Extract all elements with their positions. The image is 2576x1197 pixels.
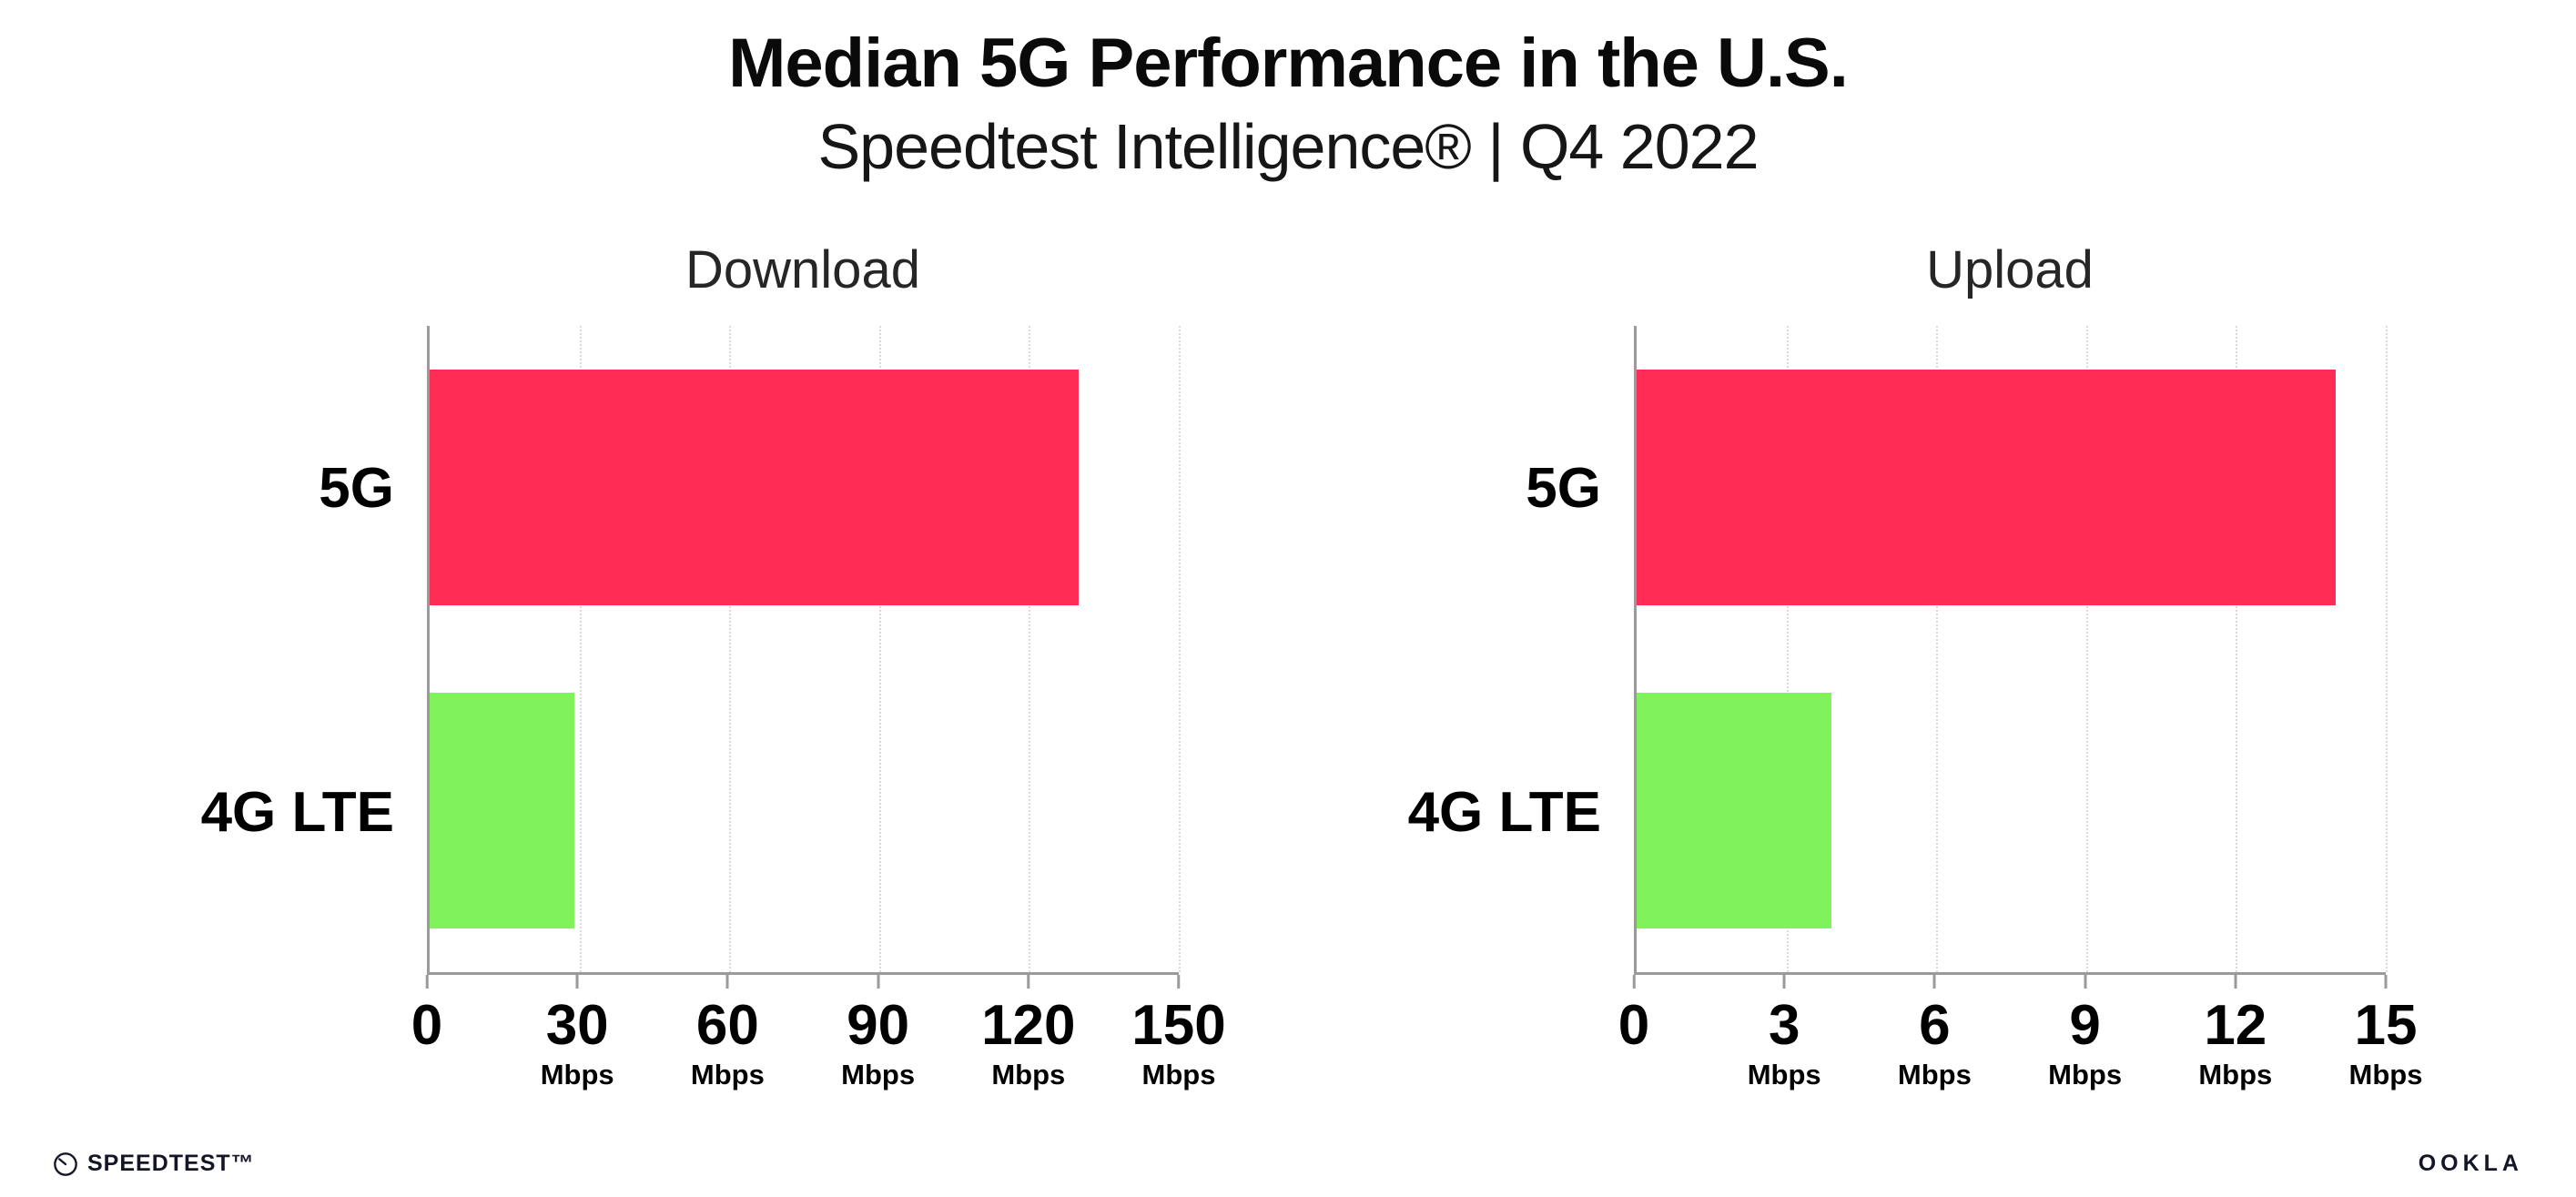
speedtest-gauge-icon xyxy=(53,1151,78,1177)
tick-unit: Mbps xyxy=(2348,1059,2423,1091)
tick-mark xyxy=(2384,975,2388,989)
footer: SPEEDTEST™ OOKLA xyxy=(0,1151,2576,1177)
x-axis: 0 30 Mbps 60 Mbps 90 Mbps 120 Mbps 150 Mbps xyxy=(411,975,1226,1121)
tick-value: 9 xyxy=(2069,994,2101,1057)
page-title: Median 5G Performance in the U.S. xyxy=(728,25,1849,102)
tick-value: 3 xyxy=(1768,994,1800,1057)
bar-rows xyxy=(430,326,1179,972)
tick-value: 60 xyxy=(695,994,759,1057)
tick-unit: Mbps xyxy=(991,1059,1066,1091)
chart-body: 5G 4G LTE xyxy=(1397,326,2388,975)
x-tick: 0 xyxy=(1618,975,1649,1055)
bar-row xyxy=(430,326,1179,649)
bar-4g-lte xyxy=(430,692,575,929)
ookla-logo: OOKLA xyxy=(2418,1151,2523,1176)
tick-value: 0 xyxy=(1618,994,1650,1057)
tick-value: 150 xyxy=(1131,994,1226,1057)
gridline xyxy=(2236,326,2238,972)
gridline xyxy=(2085,326,2088,972)
speedtest-label: SPEEDTEST™ xyxy=(87,1151,255,1176)
plot-area xyxy=(1634,326,2388,975)
chart-title: Upload xyxy=(1926,240,2094,299)
gridline xyxy=(878,326,881,972)
category-label-5g: 5G xyxy=(319,456,394,520)
x-tick: 3 Mbps xyxy=(1748,975,1821,1089)
chart-title: Download xyxy=(685,240,920,299)
y-axis-labels: 5G 4G LTE xyxy=(190,326,427,975)
gridline xyxy=(1936,326,1939,972)
download-chart: Download 5G 4G LTE 0 30 Mbps 60 Mbps 90 Mbps 120… xyxy=(190,239,1226,1121)
tick-unit: Mbps xyxy=(841,1059,916,1091)
tick-unit: Mbps xyxy=(2048,1059,2123,1091)
x-tick: 150 Mbps xyxy=(1131,975,1226,1091)
tick-unit: Mbps xyxy=(540,1059,614,1091)
bar-rows xyxy=(1637,326,2386,972)
gridline xyxy=(729,326,732,972)
gridline xyxy=(2386,326,2388,972)
tick-mark xyxy=(1027,975,1030,989)
gridline xyxy=(1786,326,1789,972)
tick-value: 12 xyxy=(2204,994,2267,1057)
tick-unit: Mbps xyxy=(1897,1059,1972,1091)
plot-area xyxy=(427,326,1181,975)
bar-5g xyxy=(1637,369,2337,606)
charts-container: Download 5G 4G LTE 0 30 Mbps 60 Mbps 90 Mbps 120… xyxy=(0,239,2576,1121)
bar-row xyxy=(1637,326,2386,649)
bar-row xyxy=(430,649,1179,972)
category-label-4g-lte: 4G LTE xyxy=(200,781,394,845)
page-subtitle: Speedtest Intelligence® | Q4 2022 xyxy=(817,111,1759,182)
tick-mark xyxy=(877,975,880,989)
bar-4g-lte xyxy=(1637,692,1831,929)
x-tick: 120 Mbps xyxy=(981,975,1076,1091)
tick-value: 30 xyxy=(545,994,609,1057)
bar-row xyxy=(1637,649,2386,972)
x-axis: 0 3 Mbps 6 Mbps 9 Mbps 12 Mbps 15 Mbps xyxy=(1618,975,2422,1121)
tick-value: 6 xyxy=(1919,994,1951,1057)
tick-mark xyxy=(2084,975,2087,989)
tick-unit: Mbps xyxy=(2198,1059,2273,1091)
gridline xyxy=(1179,326,1181,972)
bar-5g xyxy=(430,369,1080,606)
y-axis-labels: 5G 4G LTE xyxy=(1397,326,1634,975)
gridline xyxy=(579,326,582,972)
tick-mark xyxy=(575,975,579,989)
tick-mark xyxy=(2234,975,2237,989)
x-tick: 15 Mbps xyxy=(2348,975,2423,1091)
gridline xyxy=(1029,326,1031,972)
speedtest-logo: SPEEDTEST™ xyxy=(53,1151,255,1177)
upload-chart: Upload 5G 4G LTE 0 3 Mbps 6 Mbps 9 Mbps 12 Mbps 15… xyxy=(1397,239,2423,1121)
tick-unit: Mbps xyxy=(690,1059,765,1091)
x-tick: 6 Mbps xyxy=(1898,975,1972,1089)
chart-body: 5G 4G LTE xyxy=(190,326,1181,975)
tick-value: 15 xyxy=(2354,994,2418,1057)
tick-mark xyxy=(425,975,429,989)
tick-mark xyxy=(725,975,729,989)
tick-value: 0 xyxy=(411,994,443,1057)
tick-unit: Mbps xyxy=(1141,1059,1216,1091)
x-tick: 60 Mbps xyxy=(691,975,765,1089)
header: Median 5G Performance in the U.S. Speedt… xyxy=(0,0,2576,183)
tick-unit: Mbps xyxy=(1747,1059,1821,1091)
tick-mark xyxy=(1932,975,1936,989)
x-tick: 0 xyxy=(411,975,442,1055)
x-tick: 12 Mbps xyxy=(2198,975,2272,1089)
category-label-5g: 5G xyxy=(1526,456,1601,520)
tick-mark xyxy=(1177,975,1181,989)
tick-mark xyxy=(1632,975,1636,989)
tick-value: 120 xyxy=(981,994,1076,1057)
x-tick: 30 Mbps xyxy=(541,975,614,1089)
category-label-4g-lte: 4G LTE xyxy=(1407,781,1601,845)
tick-value: 90 xyxy=(847,994,910,1057)
x-tick: 90 Mbps xyxy=(841,975,915,1089)
x-tick: 9 Mbps xyxy=(2048,975,2122,1089)
tick-mark xyxy=(1782,975,1786,989)
